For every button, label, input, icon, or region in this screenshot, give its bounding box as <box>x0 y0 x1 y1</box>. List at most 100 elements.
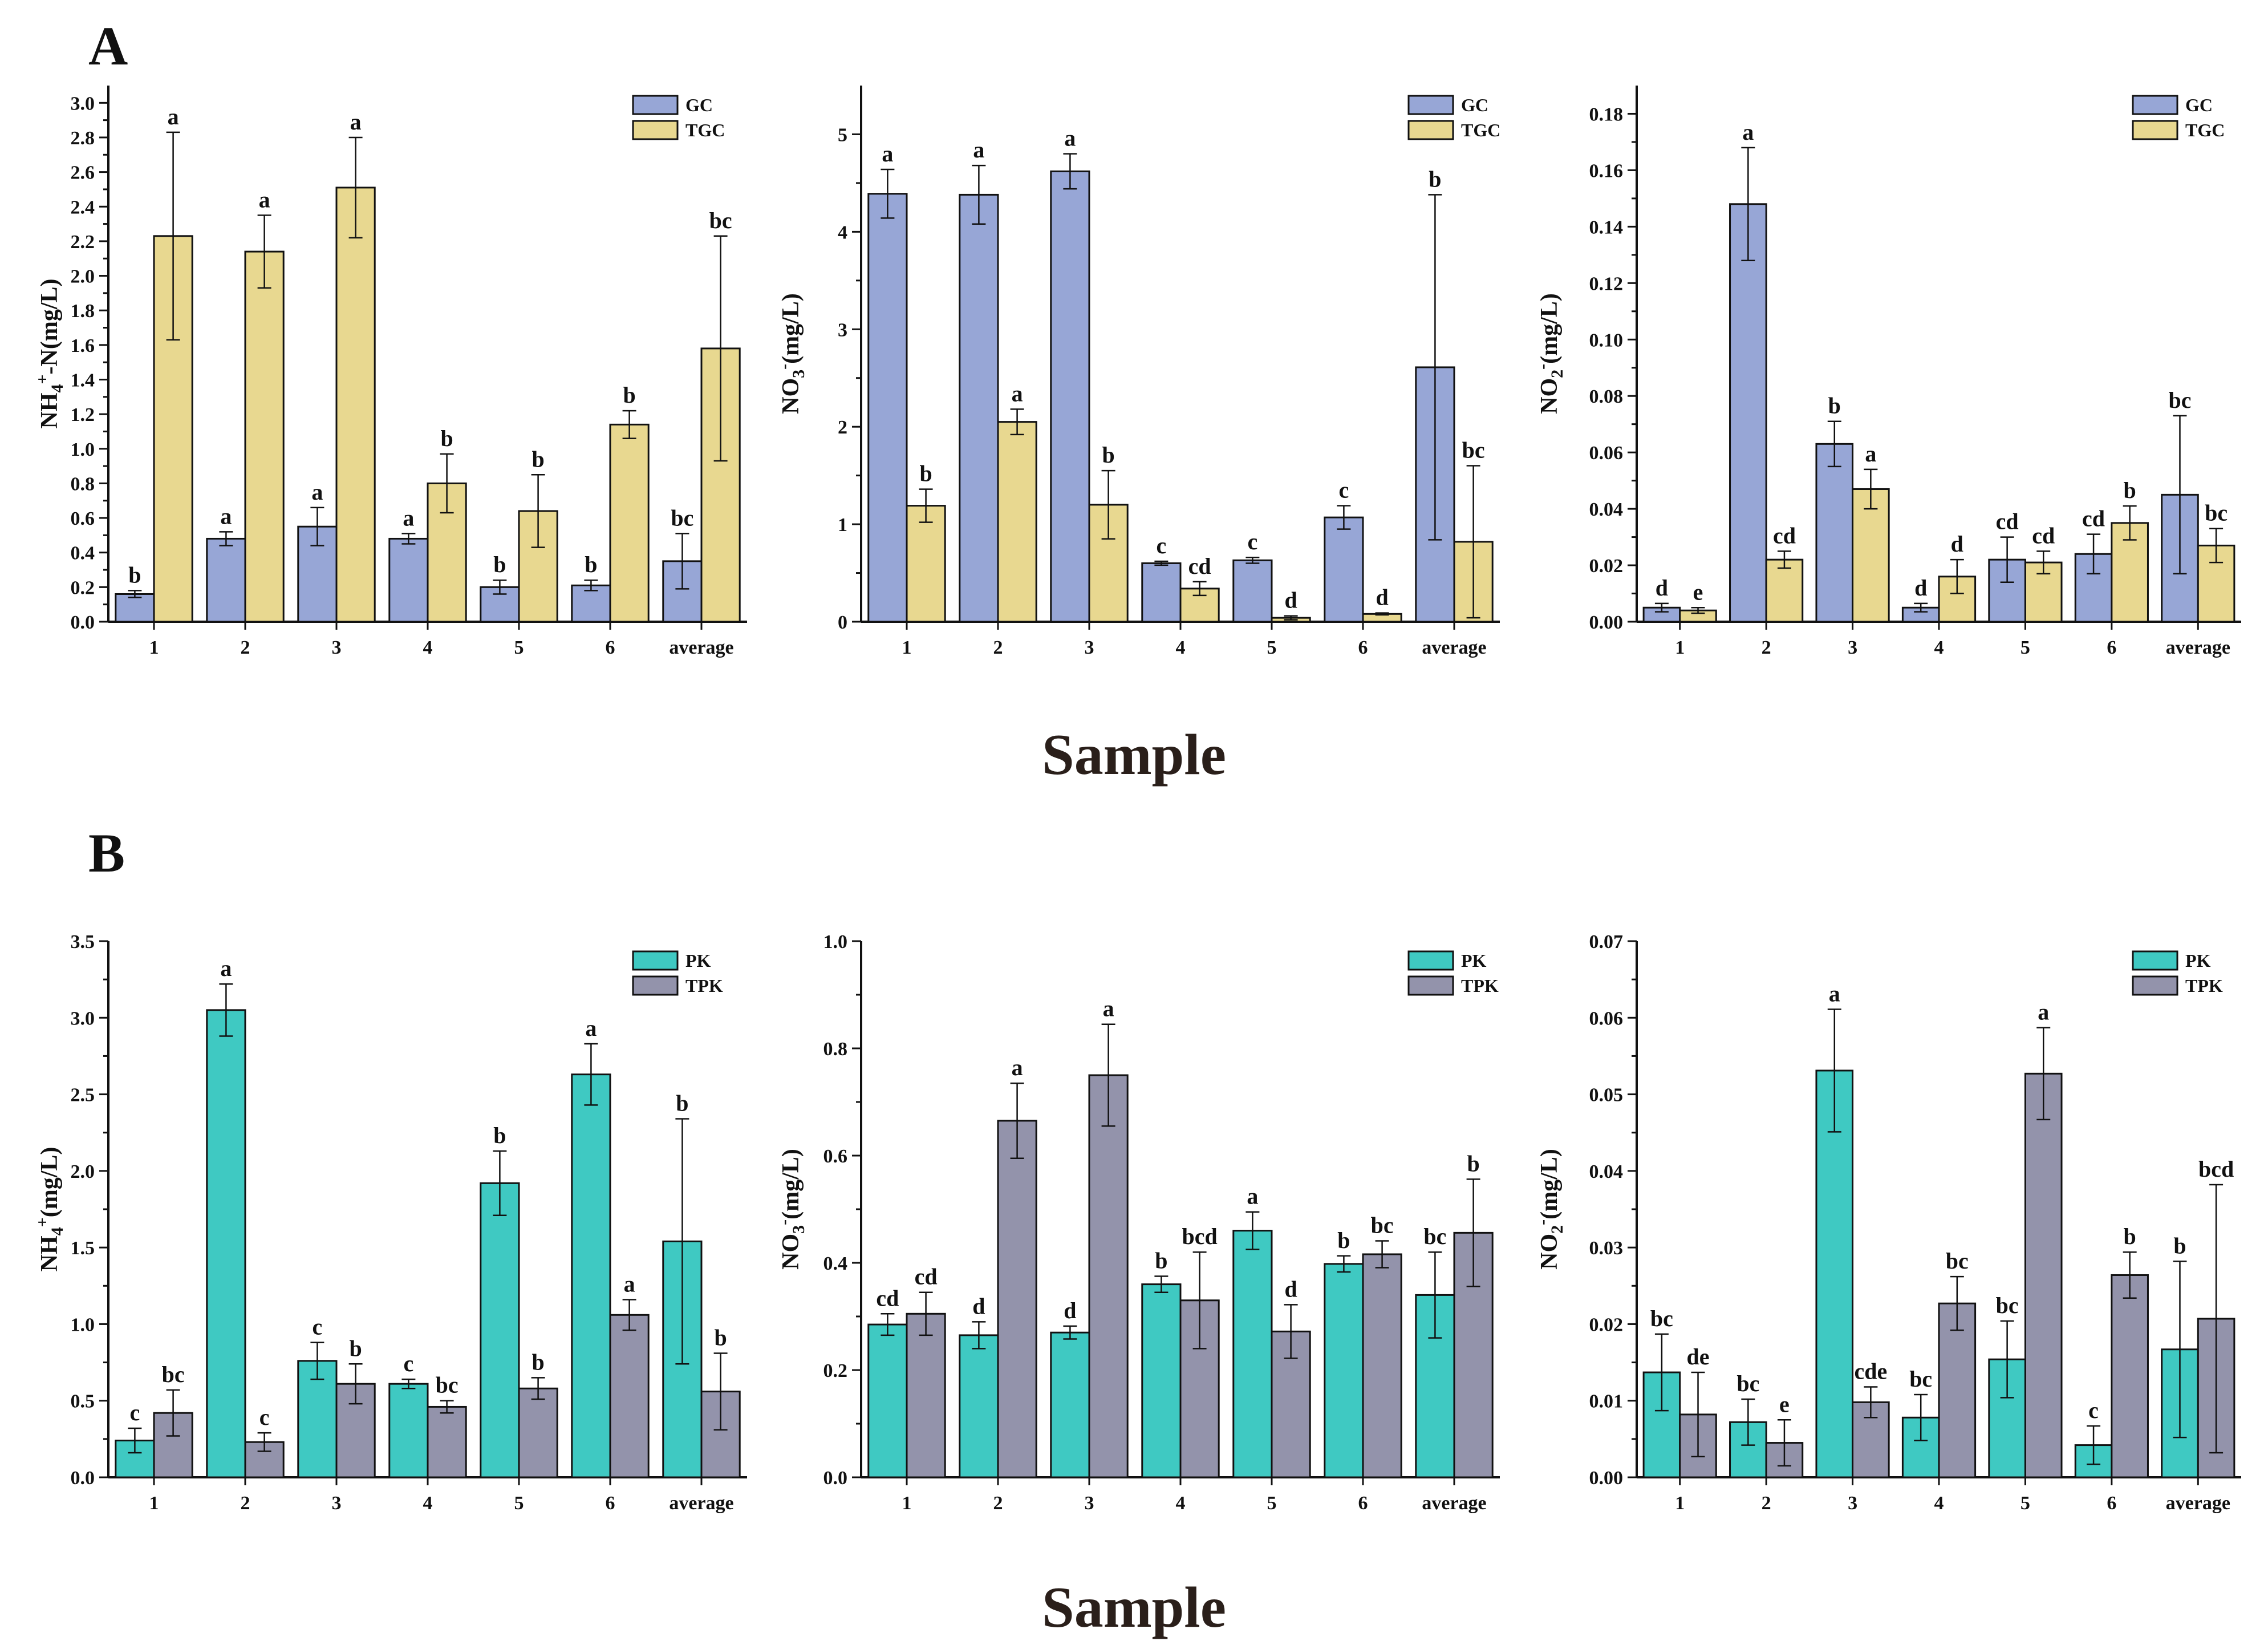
significance-letter: a <box>973 137 984 163</box>
significance-letter: bc <box>1909 1366 1932 1392</box>
significance-letter: de <box>1687 1344 1710 1369</box>
legend-label-tpk: TPK <box>1461 975 1499 996</box>
bar-tpk <box>518 1387 558 1478</box>
significance-letter: a <box>2038 999 2049 1025</box>
y-tick-label: 0.04 <box>1589 499 1624 520</box>
bar-pk <box>1324 1263 1364 1478</box>
significance-letter: bc <box>1371 1212 1394 1238</box>
y-tick-label: 1 <box>838 514 847 536</box>
significance-letter: b <box>623 382 635 408</box>
x-tick-label: 4 <box>423 1493 433 1514</box>
significance-letter: d <box>1284 1276 1297 1302</box>
bar-tgc <box>335 187 376 623</box>
legend-swatch-tpk <box>2132 975 2178 996</box>
significance-letter: b <box>532 446 544 472</box>
x-tick-label: 5 <box>514 1493 524 1514</box>
x-tick-label: 3 <box>332 637 342 658</box>
y-tick-label: 0.04 <box>1589 1161 1624 1182</box>
x-tick-label: 3 <box>1085 1493 1094 1514</box>
y-tick-label: 3 <box>838 319 847 341</box>
significance-letter: bc <box>2168 387 2191 413</box>
x-tick-label: 5 <box>514 637 524 658</box>
significance-letter: a <box>350 109 362 135</box>
bar-tpk <box>1938 1302 1977 1478</box>
significance-letter: bc <box>1423 1223 1446 1249</box>
y-tick-label: 2.2 <box>71 232 95 253</box>
significance-letter: b <box>2124 477 2136 503</box>
x-tick-label: 4 <box>1934 1493 1944 1514</box>
legend-label-gc: GC <box>2185 95 2213 115</box>
bar-gc <box>1815 443 1854 623</box>
x-tick-label: 6 <box>606 637 615 658</box>
bar-tpk <box>2111 1274 2149 1478</box>
bar-pk <box>297 1360 338 1478</box>
bar-tgc <box>997 421 1037 623</box>
significance-letter: e <box>1779 1391 1790 1417</box>
significance-letter: c <box>130 1400 140 1425</box>
significance-letter: a <box>259 187 270 212</box>
y-tick-label: 3.0 <box>71 93 95 114</box>
x-tick-label: 4 <box>1176 1493 1186 1514</box>
bar-tpk <box>906 1312 946 1478</box>
y-axis-label: NO2-(mg/L) <box>1533 293 1567 414</box>
bar-pk <box>867 1323 908 1478</box>
significance-letter: bc <box>2205 500 2228 526</box>
significance-letter: bc <box>709 208 732 233</box>
bar-gc <box>959 193 999 623</box>
significance-letter: a <box>1103 996 1114 1022</box>
y-tick-label: 2.6 <box>71 163 95 184</box>
x-tick-label: 5 <box>1267 1493 1277 1514</box>
significance-letter: bc <box>671 505 693 530</box>
panel-label-a: A <box>88 15 128 76</box>
y-tick-label: 0.10 <box>1589 330 1624 351</box>
y-tick-label: 0.4 <box>71 543 95 564</box>
y-tick-label: 1.0 <box>823 931 848 953</box>
bar-tpk <box>335 1383 376 1478</box>
y-tick-label: 0.5 <box>71 1391 95 1412</box>
y-tick-label: 5 <box>838 124 847 145</box>
legend-label-pk: PK <box>2185 950 2211 971</box>
bar-gc <box>1141 562 1182 623</box>
x-tick-label: 6 <box>606 1493 615 1514</box>
significance-letter: b <box>1467 1150 1479 1176</box>
significance-letter: a <box>403 505 414 530</box>
significance-letter: b <box>493 552 506 577</box>
y-tick-label: 0.0 <box>71 1468 95 1489</box>
x-tick-label: average <box>669 637 733 658</box>
x-tick-label: 1 <box>902 637 912 658</box>
legend-label-tgc: TGC <box>1461 120 1500 140</box>
bar-pk <box>1232 1230 1273 1478</box>
legend-swatch-tgc <box>2132 120 2178 140</box>
x-tick-label: 5 <box>1267 637 1277 658</box>
significance-letter: b <box>2124 1223 2136 1249</box>
significance-letter: d <box>972 1293 985 1319</box>
significance-letter: b <box>2173 1233 2186 1258</box>
bar-pk <box>959 1334 999 1478</box>
significance-letter: a <box>585 1015 597 1041</box>
significance-letter: d <box>1064 1298 1076 1323</box>
significance-letter: b <box>440 426 453 451</box>
chart-no2-gc-tgc: 0.00 0.02 0.04 0.06 0.08 0.10 0.12 0.14 0.16 0.18… <box>1533 86 2241 658</box>
y-tick-label: 2.4 <box>71 197 95 218</box>
x-tick-label: 3 <box>332 1493 342 1514</box>
significance-letter: d <box>1656 575 1668 601</box>
y-tick-label: 2.0 <box>71 1161 95 1182</box>
x-tick-label: average <box>1422 637 1486 658</box>
x-tick-label: 4 <box>1934 637 1944 658</box>
y-tick-label: 1.5 <box>71 1238 95 1259</box>
y-tick-label: 0.12 <box>1589 273 1624 294</box>
x-tick-label: 1 <box>149 637 159 658</box>
y-axis-label: NH4+-N(mg/L) <box>33 278 67 428</box>
x-tick-label: 4 <box>1176 637 1186 658</box>
significance-letter: b <box>1102 442 1114 468</box>
y-tick-label: 2.8 <box>71 128 95 149</box>
y-tick-label: 0.07 <box>1589 931 1624 953</box>
y-tick-label: 0.16 <box>1589 160 1624 181</box>
significance-letter: a <box>1742 119 1754 145</box>
significance-letter: b <box>714 1324 727 1350</box>
significance-letter: d <box>1376 585 1388 610</box>
significance-letter: c <box>404 1351 414 1376</box>
significance-letter: bc <box>1946 1248 1969 1274</box>
